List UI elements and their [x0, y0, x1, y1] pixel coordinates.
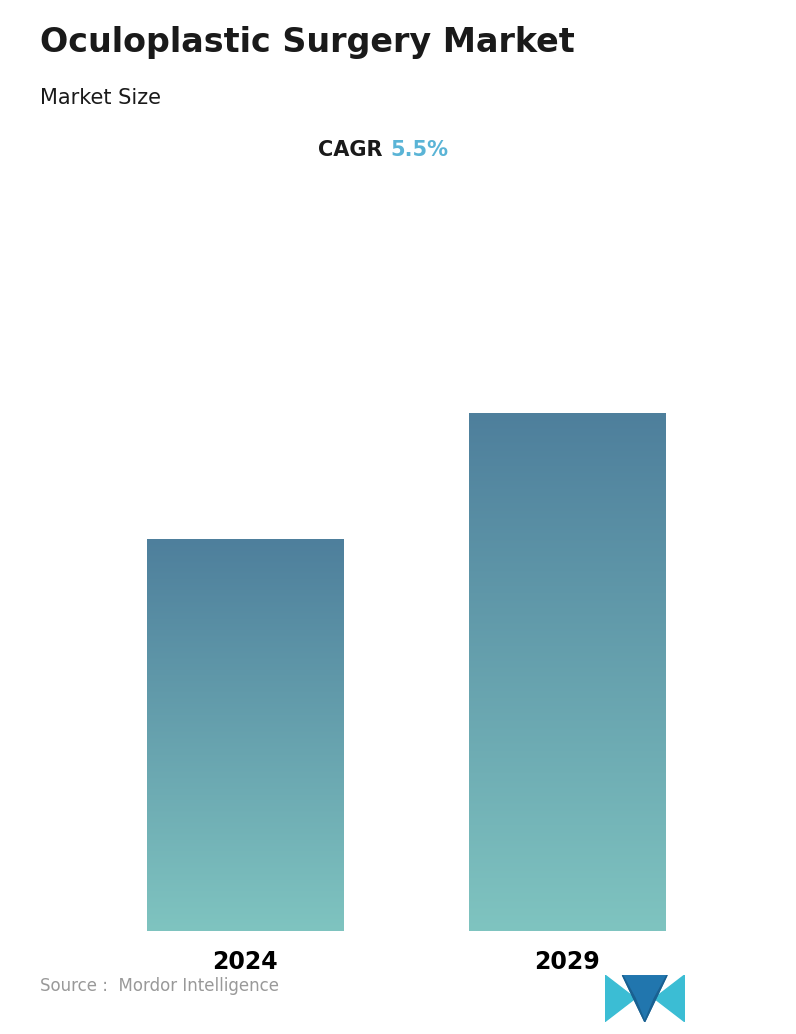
- Polygon shape: [645, 975, 667, 1022]
- Text: Oculoplastic Surgery Market: Oculoplastic Surgery Market: [40, 26, 575, 59]
- Polygon shape: [622, 975, 645, 1022]
- Text: Source :  Mordor Intelligence: Source : Mordor Intelligence: [40, 977, 279, 995]
- Text: 5.5%: 5.5%: [390, 140, 448, 159]
- Text: Market Size: Market Size: [40, 88, 161, 108]
- Polygon shape: [654, 975, 685, 1022]
- Polygon shape: [605, 975, 635, 1022]
- Polygon shape: [622, 975, 667, 1022]
- Text: CAGR: CAGR: [318, 140, 390, 159]
